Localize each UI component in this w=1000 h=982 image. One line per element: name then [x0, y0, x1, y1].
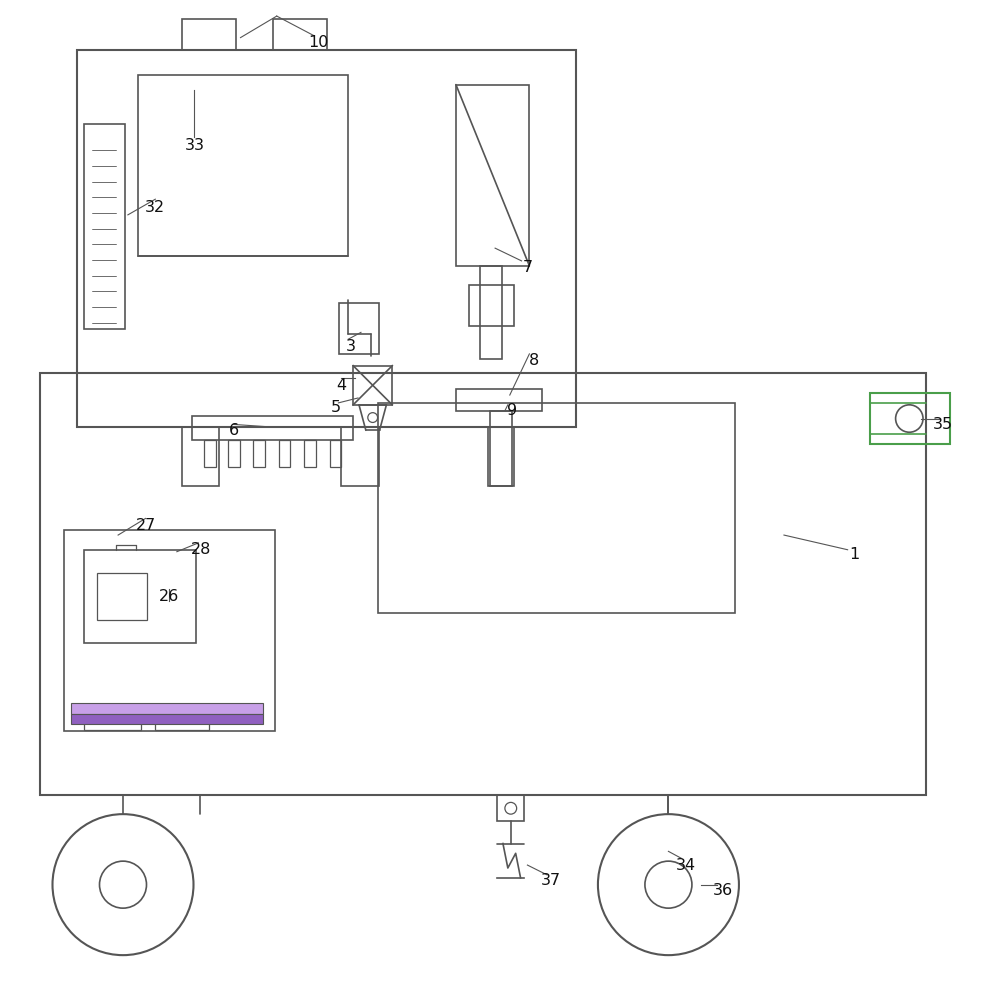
Text: 5: 5 — [330, 401, 341, 415]
Text: 26: 26 — [159, 589, 179, 604]
Bar — [456, 389, 542, 410]
Text: 37: 37 — [541, 873, 561, 889]
Bar — [339, 303, 379, 354]
Bar — [497, 794, 524, 821]
Bar — [330, 440, 341, 467]
Bar — [71, 702, 263, 714]
Bar — [279, 440, 290, 467]
Text: 8: 8 — [529, 354, 539, 368]
Text: 4: 4 — [336, 378, 346, 393]
Bar — [378, 403, 735, 614]
Bar — [469, 286, 514, 326]
Bar — [490, 410, 512, 486]
Bar — [488, 427, 514, 486]
Bar — [273, 19, 327, 50]
Bar — [77, 50, 576, 427]
Bar — [456, 84, 529, 266]
Bar — [97, 573, 147, 621]
Bar — [353, 365, 392, 405]
Bar — [40, 373, 926, 794]
Text: 36: 36 — [713, 883, 733, 898]
Bar — [84, 550, 196, 643]
Bar — [204, 440, 216, 467]
Bar — [304, 440, 316, 467]
Bar — [138, 75, 348, 256]
Bar — [182, 427, 219, 486]
Bar — [480, 266, 502, 358]
Bar — [870, 393, 950, 444]
Text: 1: 1 — [849, 547, 860, 562]
Text: 35: 35 — [933, 417, 953, 432]
Bar — [341, 427, 379, 486]
Text: 3: 3 — [346, 339, 356, 354]
Bar — [155, 720, 209, 730]
Text: 28: 28 — [191, 542, 212, 557]
Text: 7: 7 — [522, 260, 532, 275]
Bar — [182, 19, 236, 50]
Text: 27: 27 — [135, 518, 156, 533]
Text: 32: 32 — [145, 199, 165, 214]
Text: 6: 6 — [229, 423, 239, 438]
Bar — [253, 440, 265, 467]
Bar — [84, 720, 141, 730]
Bar — [84, 124, 125, 329]
Bar — [192, 415, 353, 440]
Bar — [64, 530, 275, 731]
Text: 10: 10 — [309, 35, 329, 50]
Text: 9: 9 — [507, 404, 517, 418]
Bar — [228, 440, 240, 467]
Text: 34: 34 — [676, 857, 696, 873]
Bar — [71, 714, 263, 724]
Text: 33: 33 — [184, 137, 204, 153]
